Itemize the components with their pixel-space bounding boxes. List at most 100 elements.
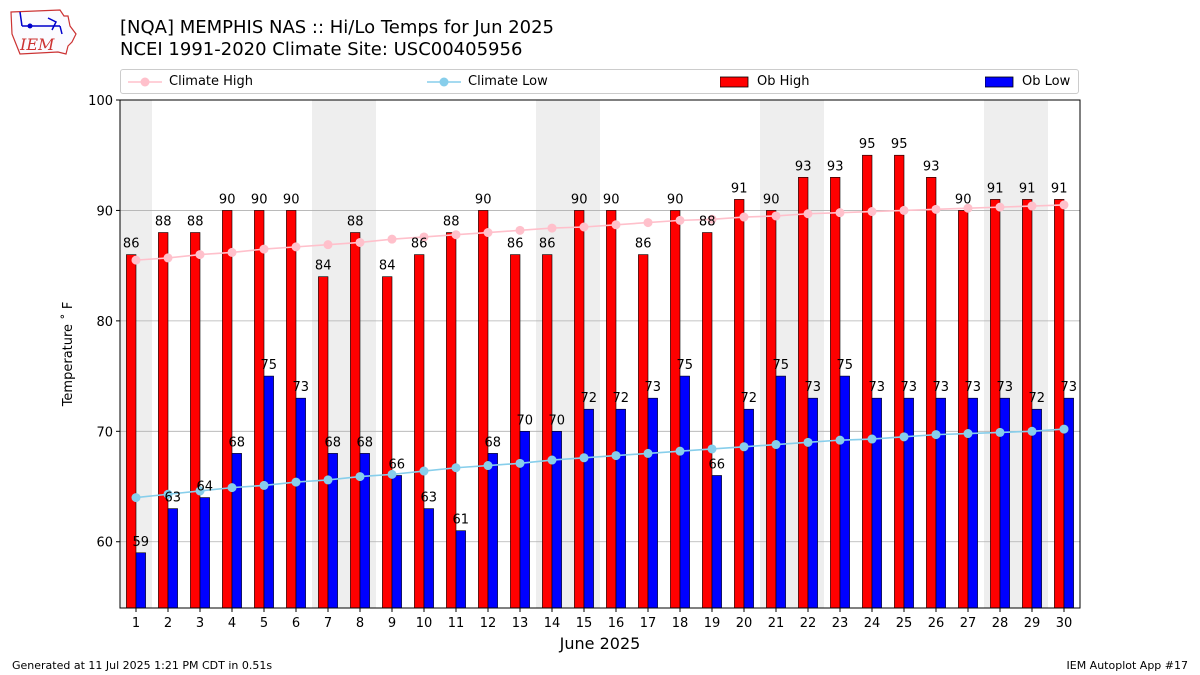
x-tick-label: 25 bbox=[896, 616, 913, 631]
ob-low-bar bbox=[295, 397, 306, 609]
climate-high-point bbox=[323, 240, 333, 250]
x-tick-label: 11 bbox=[448, 616, 465, 631]
x-tick-label: 15 bbox=[576, 616, 593, 631]
ob-high-bar bbox=[254, 210, 265, 609]
ob-high-label: 91 bbox=[731, 181, 748, 196]
ob-low-label: 63 bbox=[421, 491, 438, 506]
ob-high-bar bbox=[510, 254, 521, 609]
y-tick-label: 70 bbox=[96, 425, 113, 440]
ob-high-bar bbox=[446, 232, 457, 609]
x-tick-label: 22 bbox=[800, 616, 817, 631]
climate-high-point bbox=[259, 244, 269, 254]
climate-low-point bbox=[387, 469, 397, 479]
climate-high-point bbox=[899, 205, 909, 215]
ob-low-label: 73 bbox=[869, 380, 886, 395]
climate-high-point bbox=[483, 228, 493, 238]
climate-low-point bbox=[547, 455, 557, 465]
x-tick-label: 26 bbox=[928, 616, 945, 631]
climate-low-point bbox=[451, 463, 461, 473]
x-tick-label: 12 bbox=[480, 616, 497, 631]
ob-low-label: 73 bbox=[933, 380, 950, 395]
climate-low-point bbox=[643, 448, 653, 458]
ob-high-label: 88 bbox=[699, 215, 716, 230]
climate-high-point bbox=[643, 218, 653, 228]
ob-low-label: 73 bbox=[1061, 380, 1078, 395]
ob-high-label: 86 bbox=[411, 237, 428, 252]
climate-low-point bbox=[1059, 424, 1069, 434]
climate-low-point bbox=[931, 430, 941, 440]
ob-low-bar bbox=[935, 397, 946, 609]
ob-high-label: 88 bbox=[187, 215, 204, 230]
climate-high-point bbox=[451, 230, 461, 240]
ob-low-label: 73 bbox=[805, 380, 822, 395]
ob-high-bar bbox=[542, 254, 553, 609]
climate-low-point bbox=[899, 432, 909, 442]
ob-high-label: 86 bbox=[539, 237, 556, 252]
ob-low-label: 63 bbox=[165, 491, 182, 506]
ob-high-label: 86 bbox=[635, 237, 652, 252]
ob-high-label: 90 bbox=[603, 192, 620, 207]
ob-low-label: 72 bbox=[1029, 391, 1046, 406]
x-tick-label: 30 bbox=[1056, 616, 1073, 631]
climate-low-point bbox=[995, 427, 1005, 437]
x-tick-label: 2 bbox=[164, 616, 172, 631]
climate-low-point bbox=[963, 429, 973, 439]
ob-high-label: 90 bbox=[251, 192, 268, 207]
ob-low-bar bbox=[1031, 408, 1042, 609]
ob-high-bar bbox=[702, 232, 713, 609]
climate-high-point bbox=[707, 214, 717, 224]
ob-low-label: 68 bbox=[357, 435, 374, 450]
ob-high-label: 86 bbox=[507, 237, 524, 252]
ob-low-bar bbox=[263, 375, 274, 609]
ob-high-label: 88 bbox=[347, 215, 364, 230]
ob-low-label: 68 bbox=[485, 435, 502, 450]
x-tick-label: 20 bbox=[736, 616, 753, 631]
ob-low-label: 75 bbox=[677, 358, 694, 373]
ob-high-label: 90 bbox=[667, 192, 684, 207]
ob-high-bar bbox=[766, 210, 777, 609]
x-tick-label: 16 bbox=[608, 616, 625, 631]
x-tick-label: 10 bbox=[416, 616, 433, 631]
climate-high-point bbox=[579, 222, 589, 232]
climate-low-point bbox=[259, 480, 269, 490]
ob-low-label: 73 bbox=[645, 380, 662, 395]
climate-high-point bbox=[291, 242, 301, 252]
ob-high-bar bbox=[222, 210, 233, 609]
ob-low-label: 61 bbox=[453, 513, 470, 528]
x-axis-label: June 2025 bbox=[559, 634, 641, 653]
climate-high-point bbox=[227, 247, 237, 257]
climate-high-point bbox=[355, 237, 365, 247]
climate-low-point bbox=[611, 451, 621, 461]
ob-high-bar bbox=[126, 254, 137, 609]
climate-low-point bbox=[707, 444, 717, 454]
x-tick-label: 29 bbox=[1024, 616, 1041, 631]
x-tick-label: 3 bbox=[196, 616, 204, 631]
ob-high-bar bbox=[830, 177, 841, 609]
ob-low-label: 68 bbox=[229, 435, 246, 450]
legend-label-ob-low: Ob Low bbox=[1022, 74, 1071, 89]
climate-high-point bbox=[931, 204, 941, 214]
ob-high-label: 84 bbox=[379, 259, 396, 274]
ob-high-label: 91 bbox=[1051, 181, 1068, 196]
climate-low-point bbox=[771, 440, 781, 450]
iem-logo: IEM bbox=[10, 9, 77, 55]
ob-low-bar bbox=[711, 475, 722, 609]
logo-text: IEM bbox=[19, 35, 55, 54]
climate-high-point bbox=[963, 203, 973, 213]
x-tick-label: 4 bbox=[228, 616, 236, 631]
ob-low-bar bbox=[871, 397, 882, 609]
y-tick-label: 100 bbox=[88, 94, 113, 109]
ob-high-bar bbox=[414, 254, 425, 609]
climate-low-point bbox=[675, 446, 685, 456]
y-tick-label: 90 bbox=[96, 204, 113, 219]
climate-low-point bbox=[835, 435, 845, 445]
x-tick-label: 23 bbox=[832, 616, 849, 631]
ob-low-bar bbox=[775, 375, 786, 609]
ob-low-bar bbox=[583, 408, 594, 609]
climate-high-line bbox=[135, 204, 1065, 261]
climate-high-point bbox=[131, 255, 141, 265]
climate-high-point bbox=[1059, 200, 1069, 210]
ob-low-bar bbox=[807, 397, 818, 609]
ob-low-bar bbox=[455, 530, 466, 609]
x-tick-label: 27 bbox=[960, 616, 977, 631]
